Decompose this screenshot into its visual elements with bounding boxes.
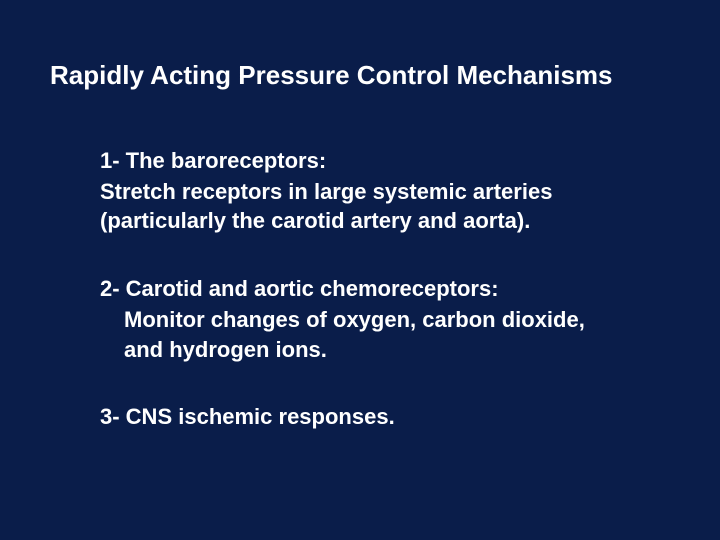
slide-container: Rapidly Acting Pressure Control Mechanis… xyxy=(0,0,720,540)
list-item: 1- The baroreceptors: Stretch receptors … xyxy=(100,146,610,236)
list-item: 3- CNS ischemic responses. xyxy=(100,402,610,433)
slide-content: 1- The baroreceptors: Stretch receptors … xyxy=(50,146,670,433)
item-body: Monitor changes of oxygen, carbon dioxid… xyxy=(100,305,610,364)
item-heading: 2- Carotid and aortic chemoreceptors: xyxy=(100,274,610,305)
item-heading: 3- CNS ischemic responses. xyxy=(100,402,610,433)
item-body: Stretch receptors in large systemic arte… xyxy=(100,177,610,236)
list-item: 2- Carotid and aortic chemoreceptors: Mo… xyxy=(100,274,610,364)
slide-title: Rapidly Acting Pressure Control Mechanis… xyxy=(50,60,670,91)
item-heading: 1- The baroreceptors: xyxy=(100,146,610,177)
